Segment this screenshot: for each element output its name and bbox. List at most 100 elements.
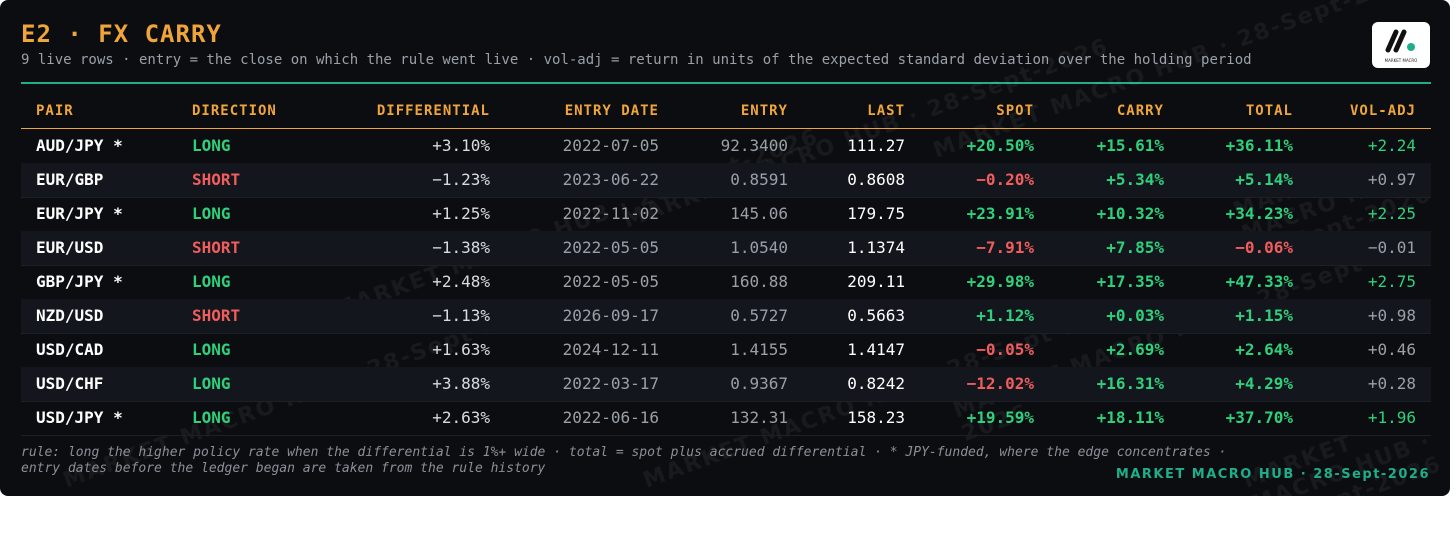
table-cell: SHORT — [192, 238, 241, 257]
table-cell: LONG — [192, 374, 231, 393]
table-cell: +10.32% — [1096, 204, 1164, 223]
footnote: rule: long the higher policy rate when t… — [21, 445, 1227, 476]
table-cell: +0.98 — [1367, 306, 1416, 325]
table-row: NZD/USD SHORT −1.13% 2026-09-17 0.5727 0.5663… — [21, 299, 1431, 334]
column-header: ENTRY — [740, 103, 788, 119]
table-cell: −0.05% — [976, 340, 1034, 359]
table-cell: +0.97 — [1367, 170, 1416, 189]
divider — [21, 82, 1431, 84]
table-cell: 0.5727 — [730, 306, 788, 325]
table-cell: +0.28 — [1367, 374, 1416, 393]
table-cell: 0.8591 — [730, 170, 788, 189]
table-cell: +15.61% — [1096, 136, 1164, 155]
table-cell: USD/CHF — [36, 374, 104, 393]
table-cell: −1.13% — [432, 306, 490, 325]
table-cell: EUR/JPY * — [36, 204, 123, 223]
table-cell: 0.9367 — [730, 374, 788, 393]
title: E2 · FX CARRY — [21, 20, 222, 48]
table-row: EUR/GBP SHORT −1.23% 2023-06-22 0.8591 0.8608… — [21, 163, 1431, 198]
table-cell: +3.10% — [432, 136, 490, 155]
table-cell: USD/JPY * — [36, 408, 123, 427]
table-cell: 179.75 — [847, 204, 905, 223]
column-header: VOL-ADJ — [1349, 103, 1416, 119]
table-cell: 209.11 — [847, 272, 905, 291]
table-cell: +1.15% — [1235, 306, 1293, 325]
column-header: DIRECTION — [192, 103, 277, 119]
table-cell: −1.23% — [432, 170, 490, 189]
table-cell: +19.59% — [966, 408, 1034, 427]
table-cell: +36.11% — [1225, 136, 1293, 155]
table-cell: +29.98% — [966, 272, 1034, 291]
column-header: ENTRY DATE — [564, 103, 659, 119]
table-cell: 1.0540 — [730, 238, 788, 257]
table-cell: +1.96 — [1367, 408, 1416, 427]
table-row: AUD/JPY * LONG +3.10% 2022-07-05 92.3400 111.… — [21, 129, 1431, 164]
table-cell: −7.91% — [976, 238, 1034, 257]
table-cell: +47.33% — [1225, 272, 1293, 291]
table-cell: LONG — [192, 204, 231, 223]
column-header: PAIR — [36, 103, 74, 119]
table-cell: +0.46 — [1367, 340, 1416, 359]
table-row: EUR/USD SHORT −1.38% 2022-05-05 1.0540 1.1374… — [21, 231, 1431, 266]
table-cell: 1.4155 — [730, 340, 788, 359]
table-cell: 0.8608 — [847, 170, 905, 189]
table-cell: 2022-05-05 — [562, 238, 659, 257]
table-cell: 2022-05-05 — [562, 272, 659, 291]
table-cell: 2026-09-17 — [562, 306, 659, 325]
table-cell: +18.11% — [1096, 408, 1164, 427]
table-cell: −0.20% — [976, 170, 1034, 189]
table-cell: USD/CAD — [36, 340, 104, 359]
table-cell: SHORT — [192, 306, 241, 325]
table-cell: −0.06% — [1235, 238, 1293, 257]
table-cell: +34.23% — [1225, 204, 1293, 223]
table-cell: SHORT — [192, 170, 241, 189]
table-cell: +5.14% — [1235, 170, 1293, 189]
table-cell: NZD/USD — [36, 306, 104, 325]
table-cell: 2024-12-11 — [562, 340, 659, 359]
table-cell: −0.01 — [1367, 238, 1416, 257]
table-header: PAIR DIRECTION DIFFERENTIAL ENTRY DATE ENTRY… — [21, 96, 1431, 129]
table-cell: EUR/GBP — [36, 170, 104, 189]
table-cell: +2.63% — [432, 408, 490, 427]
table-cell: +2.48% — [432, 272, 490, 291]
table-row: GBP/JPY * LONG +2.48% 2022-05-05 160.88 209.1… — [21, 265, 1431, 300]
table-cell: +2.75 — [1367, 272, 1416, 291]
table-cell: 2023-06-22 — [562, 170, 659, 189]
table-cell: +3.88% — [432, 374, 490, 393]
table-cell: 92.3400 — [720, 136, 788, 155]
column-header: TOTAL — [1245, 103, 1293, 119]
column-header: LAST — [867, 103, 905, 119]
column-header: CARRY — [1116, 103, 1164, 119]
table-cell: +2.69% — [1106, 340, 1164, 359]
table-cell: +4.29% — [1235, 374, 1293, 393]
brand: MARKET MACRO HUB · 28-Sept-2026 — [1115, 467, 1430, 482]
table-cell: +37.70% — [1225, 408, 1293, 427]
table-cell: EUR/USD — [36, 238, 104, 257]
table-cell: −1.38% — [432, 238, 490, 257]
table-cell: LONG — [192, 340, 231, 359]
table-cell: +2.25 — [1367, 204, 1416, 223]
table-cell: +2.24 — [1367, 136, 1416, 155]
table-cell: +23.91% — [966, 204, 1034, 223]
table-cell: GBP/JPY * — [36, 272, 123, 291]
table-cell: 2022-07-05 — [562, 136, 659, 155]
table-cell: 2022-03-17 — [562, 374, 659, 393]
table-cell: 132.31 — [730, 408, 788, 427]
table-cell: 1.4147 — [847, 340, 905, 359]
table-cell: LONG — [192, 136, 231, 155]
table-row: EUR/JPY * LONG +1.25% 2022-11-02 145.06 179.7… — [21, 197, 1431, 232]
logo-mark — [1385, 29, 1415, 53]
table-row: USD/CAD LONG +1.63% 2024-12-11 1.4155 1.4147 −… — [21, 333, 1431, 368]
table-cell: 2022-11-02 — [562, 204, 659, 223]
table-cell: +17.35% — [1096, 272, 1164, 291]
column-header: DIFFERENTIAL — [376, 103, 490, 119]
panel: E2 · FX CARRY 9 live rows · entry = the … — [0, 0, 1450, 496]
table-cell: 111.27 — [847, 136, 905, 155]
table-cell: 1.1374 — [847, 238, 905, 257]
table-cell: 0.8242 — [847, 374, 905, 393]
table-cell: 145.06 — [730, 204, 788, 223]
logo-text: MARKET MACRO — [1384, 58, 1418, 63]
table-cell: +1.25% — [432, 204, 490, 223]
table-cell: +20.50% — [966, 136, 1034, 155]
